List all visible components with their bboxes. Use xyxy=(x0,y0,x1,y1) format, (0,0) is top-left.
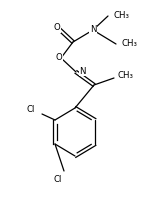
Text: CH₃: CH₃ xyxy=(118,71,134,80)
Text: N: N xyxy=(79,66,85,75)
Text: O: O xyxy=(56,54,62,62)
Text: N: N xyxy=(90,25,96,34)
Text: CH₃: CH₃ xyxy=(113,11,129,20)
Text: Cl: Cl xyxy=(54,176,62,185)
Text: Cl: Cl xyxy=(27,106,35,115)
Text: CH₃: CH₃ xyxy=(121,40,137,48)
Text: O: O xyxy=(54,23,60,33)
